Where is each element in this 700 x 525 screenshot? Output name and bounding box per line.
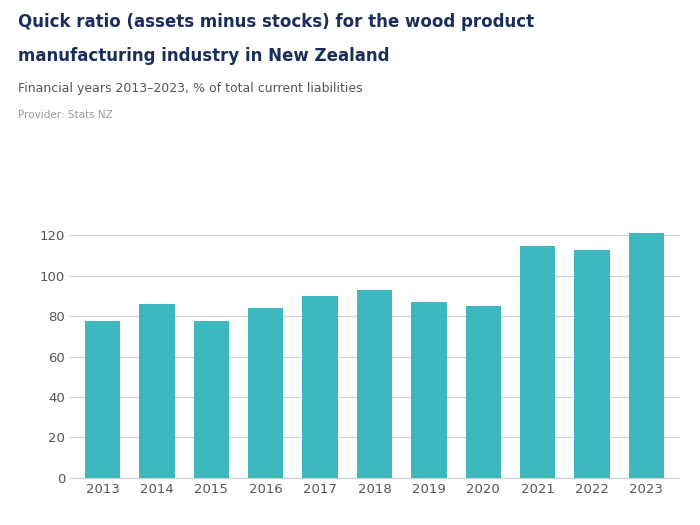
Text: Provider: Stats NZ: Provider: Stats NZ <box>18 110 112 120</box>
Bar <box>248 308 284 478</box>
Text: figure.nz: figure.nz <box>575 12 659 29</box>
Bar <box>302 296 338 478</box>
Bar <box>629 234 664 478</box>
Bar <box>574 249 610 478</box>
Text: Quick ratio (assets minus stocks) for the wood product: Quick ratio (assets minus stocks) for th… <box>18 13 533 31</box>
Bar <box>85 321 120 478</box>
Text: Financial years 2013–2023, % of total current liabilities: Financial years 2013–2023, % of total cu… <box>18 82 362 96</box>
Text: manufacturing industry in New Zealand: manufacturing industry in New Zealand <box>18 47 389 65</box>
Bar <box>357 290 392 478</box>
Bar <box>520 246 555 478</box>
Bar <box>194 321 229 478</box>
Bar <box>411 302 447 478</box>
Bar <box>139 304 175 478</box>
Bar <box>466 306 501 478</box>
